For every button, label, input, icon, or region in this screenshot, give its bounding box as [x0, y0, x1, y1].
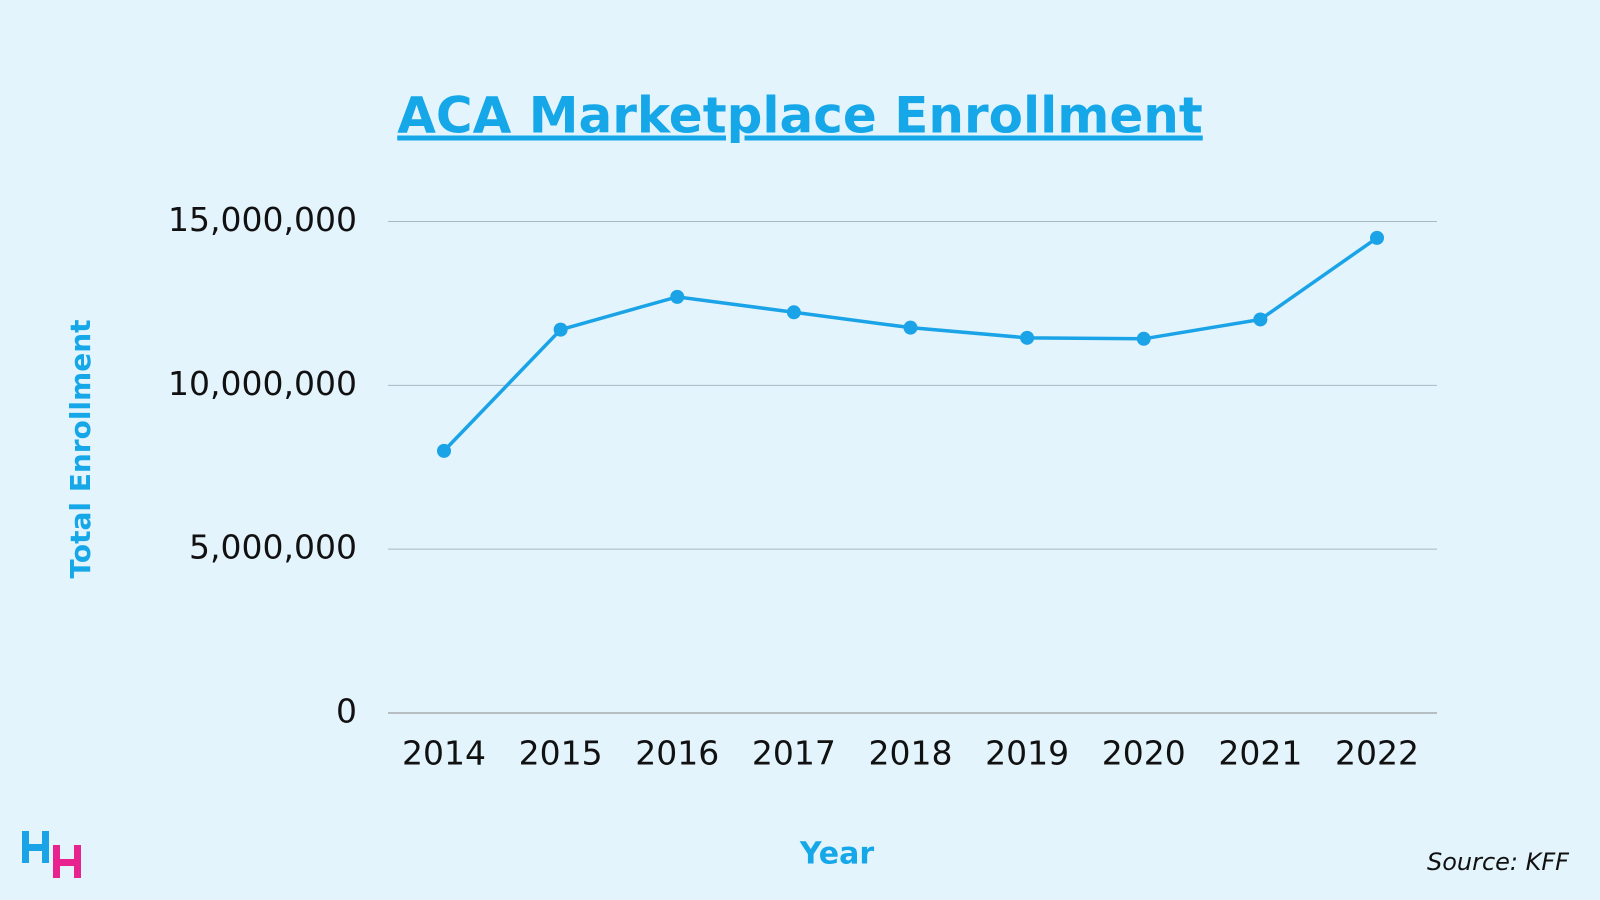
chart-title: ACA Marketplace Enrollment: [397, 87, 1203, 145]
x-tick-label: 2014: [402, 734, 486, 773]
data-point: [553, 322, 568, 337]
y-tick-label: 15,000,000: [168, 200, 357, 239]
x-tick-label: 2019: [985, 734, 1069, 773]
logo: [22, 831, 81, 878]
x-tick-label: 2016: [635, 734, 719, 773]
x-tick-label: 2022: [1335, 734, 1419, 773]
data-point: [1370, 230, 1384, 245]
x-axis-label: Year: [799, 837, 875, 872]
x-tick-label: 2017: [752, 734, 836, 773]
data-point: [437, 443, 451, 458]
y-tick-label: 10,000,000: [168, 364, 357, 403]
data-point: [903, 320, 918, 335]
x-tick-label: 2015: [519, 734, 603, 773]
y-axis-label: Total Enrollment: [64, 319, 97, 578]
data-point: [786, 305, 801, 320]
data-point: [1253, 312, 1268, 327]
x-tick-label: 2018: [869, 734, 953, 773]
y-tick-label: 5,000,000: [189, 528, 357, 567]
source-note: Source: KFF: [1427, 848, 1570, 876]
y-tick-label: 0: [336, 692, 357, 731]
x-tick-label: 2020: [1102, 734, 1186, 773]
data-point: [670, 289, 685, 304]
data-point: [1136, 331, 1151, 346]
x-tick-label: 2021: [1218, 734, 1302, 773]
data-point: [1020, 330, 1035, 345]
